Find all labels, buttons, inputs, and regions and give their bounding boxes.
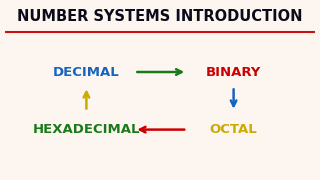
Text: OCTAL: OCTAL: [210, 123, 258, 136]
Text: BINARY: BINARY: [206, 66, 261, 78]
Text: HEXADECIMAL: HEXADECIMAL: [33, 123, 140, 136]
Text: NUMBER SYSTEMS INTRODUCTION: NUMBER SYSTEMS INTRODUCTION: [17, 9, 303, 24]
Text: DECIMAL: DECIMAL: [53, 66, 120, 78]
